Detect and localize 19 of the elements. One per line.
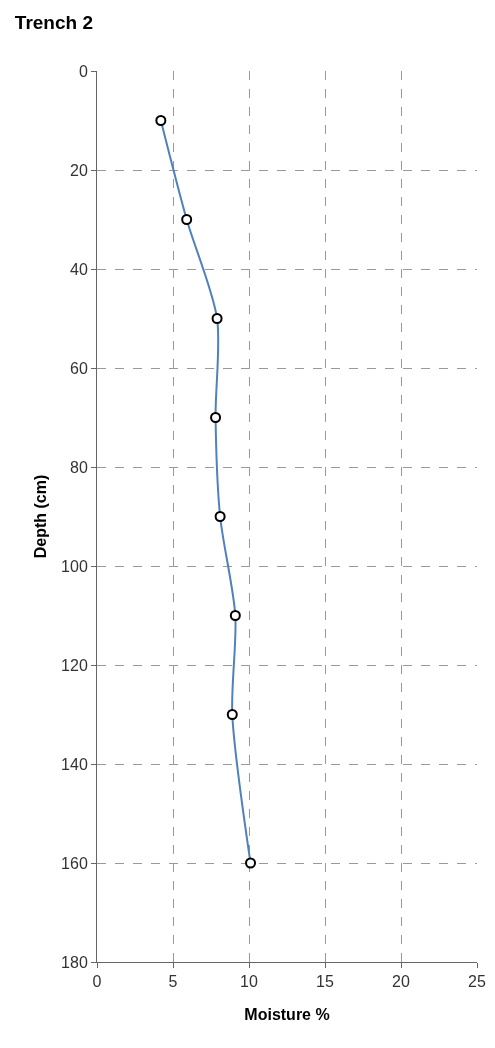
- x-tick-label: 0: [92, 973, 102, 991]
- y-tick-label: 100: [61, 557, 88, 575]
- y-tick-label: 160: [61, 854, 88, 872]
- x-tick-label: 15: [316, 973, 334, 991]
- x-tick-label: 20: [392, 973, 410, 991]
- x-tick-label: 25: [468, 973, 486, 991]
- x-axis-title: Moisture %: [244, 1006, 330, 1023]
- y-tick-label: 120: [61, 656, 88, 674]
- x-tick-label: 10: [240, 973, 258, 991]
- y-tick-label: 180: [61, 953, 88, 971]
- y-tick-label: 80: [70, 458, 88, 476]
- y-tick-label: 60: [70, 359, 88, 377]
- y-tick-label: 20: [70, 161, 88, 179]
- x-tick-label: 5: [168, 973, 178, 991]
- chart-title: Trench 2: [14, 12, 94, 34]
- y-axis-title: Depth (cm): [32, 474, 49, 559]
- y-tick-label: 0: [78, 62, 88, 80]
- y-tick-label: 40: [70, 260, 88, 278]
- y-tick-label: 140: [61, 755, 88, 773]
